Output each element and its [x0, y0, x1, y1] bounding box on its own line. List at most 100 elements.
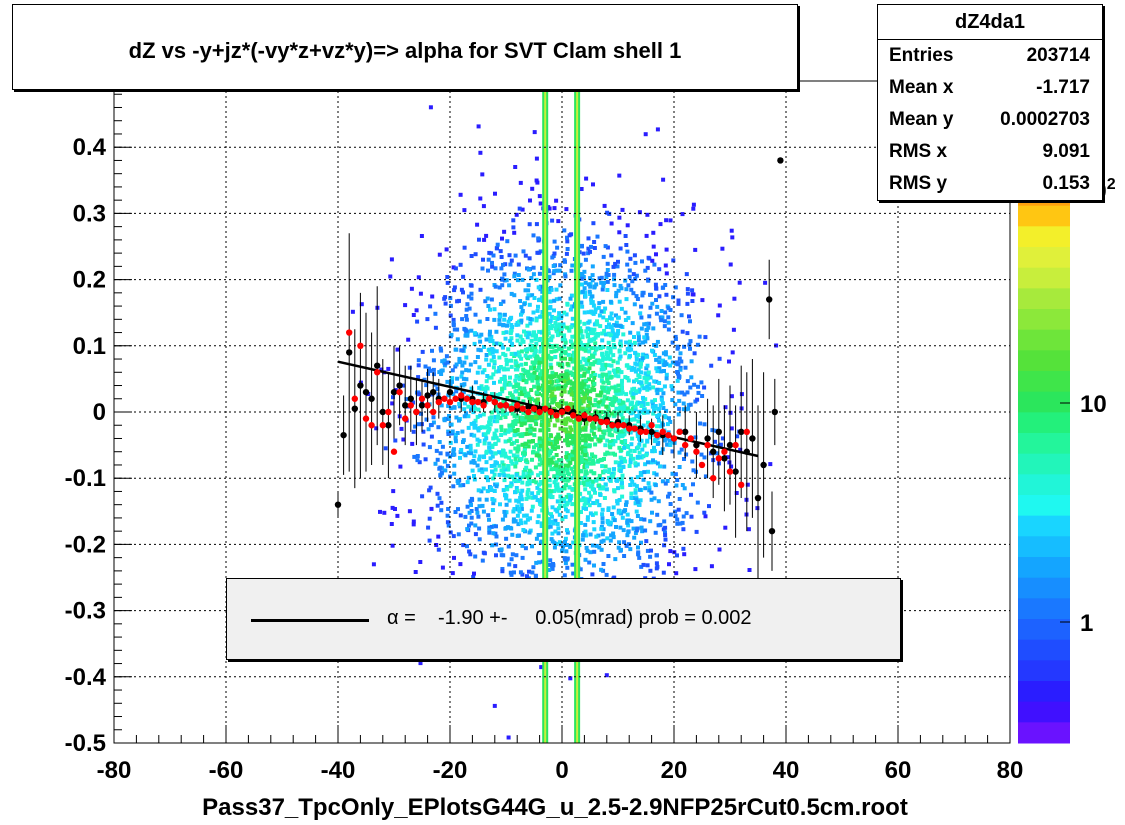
density-cell — [668, 443, 673, 447]
density-cell — [645, 265, 650, 270]
density-cell — [634, 414, 639, 418]
density-cell — [614, 406, 619, 411]
density-cell — [561, 324, 566, 329]
density-cell — [663, 533, 668, 538]
density-cell — [518, 518, 523, 523]
density-cell — [587, 356, 592, 360]
density-cell — [497, 322, 502, 327]
density-cell — [549, 381, 554, 386]
density-cell — [454, 389, 459, 394]
density-cell — [553, 320, 558, 325]
density-cell — [513, 422, 518, 426]
density-cell — [484, 449, 489, 454]
density-cell — [631, 456, 636, 461]
density-cell — [646, 420, 650, 425]
density-cell — [559, 392, 564, 397]
density-cell — [496, 438, 501, 443]
density-cell — [494, 329, 499, 334]
density-cell — [512, 274, 517, 279]
density-cell — [661, 406, 666, 410]
density-cell — [612, 395, 617, 400]
density-cell — [564, 543, 569, 547]
density-cell — [468, 447, 473, 452]
density-cell — [456, 532, 461, 537]
density-cell — [644, 366, 649, 371]
density-cell — [493, 415, 498, 419]
profile-point-red — [446, 398, 454, 406]
density-cell — [519, 457, 524, 461]
density-cell — [650, 258, 655, 263]
density-cell — [639, 540, 643, 545]
density-cell — [510, 394, 515, 399]
density-cell — [508, 484, 513, 489]
density-cell — [561, 376, 566, 380]
density-cell — [746, 527, 751, 532]
density-cell — [565, 556, 570, 561]
density-cell — [615, 501, 620, 506]
density-cell — [539, 481, 544, 486]
density-cell — [615, 264, 620, 269]
density-cell — [599, 526, 604, 531]
density-cell — [651, 458, 655, 463]
density-cell — [517, 419, 522, 424]
density-cell — [550, 444, 555, 449]
density-cell — [600, 464, 605, 469]
profile-point-red — [396, 388, 403, 396]
density-cell — [568, 425, 573, 430]
density-cell — [662, 464, 667, 469]
density-cell — [590, 264, 595, 269]
density-cell — [663, 352, 668, 357]
density-cell — [654, 298, 658, 302]
density-cell — [655, 424, 660, 429]
density-cell — [530, 544, 534, 549]
density-cell — [500, 460, 505, 465]
density-cell — [503, 336, 508, 341]
density-cell — [437, 496, 442, 501]
density-cell — [600, 512, 605, 517]
density-cell — [637, 503, 642, 507]
density-cell — [565, 325, 570, 330]
density-cell — [452, 288, 457, 293]
density-cell — [476, 347, 481, 352]
density-cell — [548, 299, 553, 304]
density-cell — [595, 499, 600, 504]
profile-point-red — [710, 475, 717, 482]
density-cell — [481, 345, 486, 349]
density-cell — [477, 237, 481, 242]
profile-point-red — [631, 425, 638, 432]
density-cell — [520, 207, 525, 212]
profile-point-red — [536, 408, 543, 416]
density-cell — [445, 513, 450, 518]
density-cell — [559, 400, 563, 405]
density-cell — [536, 383, 541, 388]
density-cell — [519, 312, 523, 317]
density-cell — [478, 287, 483, 292]
density-cell — [569, 381, 574, 386]
density-cell — [538, 349, 543, 354]
density-cell — [509, 358, 513, 363]
profile-point-red — [430, 408, 437, 416]
density-cell — [530, 186, 535, 191]
density-cell — [633, 531, 638, 535]
density-cell — [630, 279, 635, 284]
density-cell — [583, 448, 588, 452]
density-cell — [566, 458, 571, 463]
density-cell — [538, 471, 543, 476]
density-cell — [582, 460, 587, 465]
density-cell — [634, 497, 639, 502]
density-cell — [464, 307, 469, 312]
density-cell — [730, 235, 735, 240]
density-cell — [539, 524, 544, 528]
density-cell — [564, 251, 569, 256]
density-cell — [498, 379, 502, 384]
density-cell — [627, 518, 631, 523]
density-stripe-core — [544, 85, 547, 743]
density-cell — [637, 415, 642, 419]
density-cell — [552, 394, 557, 399]
density-cell — [529, 372, 534, 377]
density-cell — [597, 413, 602, 418]
density-cell — [480, 266, 485, 271]
density-cell — [670, 439, 675, 444]
density-cell — [536, 304, 540, 309]
density-cell — [487, 530, 492, 535]
